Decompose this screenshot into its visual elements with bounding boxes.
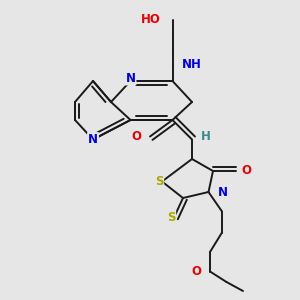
Text: O: O	[191, 265, 201, 278]
Text: O: O	[242, 164, 251, 178]
Text: H: H	[201, 130, 211, 143]
Text: NH: NH	[182, 58, 201, 71]
Text: S: S	[167, 211, 175, 224]
Text: N: N	[218, 185, 227, 199]
Text: S: S	[155, 175, 163, 188]
Text: O: O	[131, 130, 141, 143]
Text: N: N	[88, 133, 98, 146]
Text: HO: HO	[141, 13, 160, 26]
Text: N: N	[125, 71, 136, 85]
